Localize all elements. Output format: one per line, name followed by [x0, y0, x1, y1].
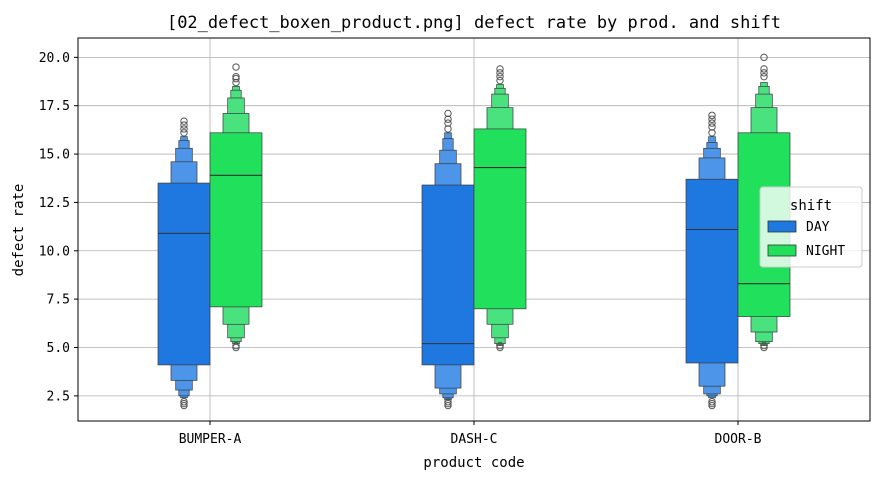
y-tick-label: 17.5 — [39, 99, 70, 114]
outlier-point-night — [496, 69, 504, 77]
boxen-box-day — [157, 182, 211, 366]
outlier-point-day — [444, 399, 452, 408]
legend-label-night: NIGHT — [806, 244, 845, 259]
outlier-point-night — [496, 341, 504, 350]
outlier-point-day — [180, 397, 188, 406]
outlier-point-day — [708, 129, 716, 137]
outlier-point-day — [708, 401, 716, 410]
outlier-point-day — [708, 111, 716, 120]
outlier-point-day — [444, 397, 452, 406]
legend-label-day: DAY — [806, 220, 830, 235]
outlier-point-night — [760, 53, 768, 62]
y-tick-label: 15.0 — [39, 148, 70, 163]
outlier-point-night — [760, 343, 768, 352]
outlier-point-day — [180, 121, 188, 129]
outlier-point-day — [444, 119, 452, 127]
outlier-point-night — [496, 65, 504, 73]
outlier-point-day — [708, 123, 716, 131]
legend: shift DAY NIGHT — [759, 186, 863, 268]
boxen-box-night — [473, 128, 527, 310]
outlier-point-night — [232, 343, 240, 352]
outlier-point-day — [708, 119, 716, 127]
boxen-box-day — [421, 184, 475, 366]
outlier-point-day — [708, 397, 716, 406]
outlier-point-day — [444, 109, 452, 118]
outlier-point-night — [760, 65, 768, 73]
outlier-point-day — [180, 125, 188, 133]
boxen-box-day — [685, 178, 739, 364]
outlier-point-day — [180, 117, 188, 125]
x-axis-ticks: BUMPER-A DASH-C DOOR-B — [179, 421, 762, 447]
y-tick-label: 5.0 — [47, 341, 70, 356]
outlier-point-night — [232, 78, 240, 87]
outlier-point-night — [496, 72, 504, 81]
outlier-point-night — [232, 74, 240, 83]
y-tick-label: 10.0 — [39, 244, 70, 259]
outlier-point-day — [444, 125, 452, 133]
outlier-point-day — [180, 129, 188, 137]
outlier-point-night — [760, 341, 768, 350]
y-tick-label: 20.0 — [39, 51, 70, 66]
x-tick-label: DASH-C — [451, 432, 498, 447]
outlier-point-night — [760, 72, 768, 81]
x-axis-title: product code — [423, 455, 524, 471]
legend-swatch-night — [767, 244, 797, 257]
outlier-point-day — [708, 399, 716, 408]
x-tick-label: DOOR-B — [715, 432, 762, 447]
x-tick-label: BUMPER-A — [179, 432, 242, 447]
outlier-point-day — [444, 401, 452, 410]
outlier-point-night — [232, 72, 240, 81]
outlier-point-day — [180, 401, 188, 410]
y-axis-title: defect rate — [11, 184, 27, 277]
y-tick-label: 2.5 — [47, 389, 70, 404]
outlier-point-night — [496, 343, 504, 352]
legend-title: shift — [790, 198, 832, 214]
outlier-point-night — [232, 63, 240, 71]
outlier-point-night — [232, 341, 240, 350]
y-tick-label: 12.5 — [39, 196, 70, 211]
legend-swatch-day — [767, 220, 797, 233]
y-tick-label: 7.5 — [47, 293, 70, 308]
outlier-point-night — [496, 76, 504, 85]
outlier-point-night — [760, 69, 768, 77]
chart-title: [02_defect_boxen_product.png] defect rat… — [167, 13, 781, 33]
outlier-point-day — [444, 115, 452, 123]
y-axis-ticks: 2.5 5.0 7.5 10.0 12.5 15.0 17.5 20.0 — [39, 51, 78, 404]
outlier-point-day — [708, 115, 716, 123]
boxen-box-night — [209, 132, 263, 308]
outlier-point-day — [180, 399, 188, 408]
